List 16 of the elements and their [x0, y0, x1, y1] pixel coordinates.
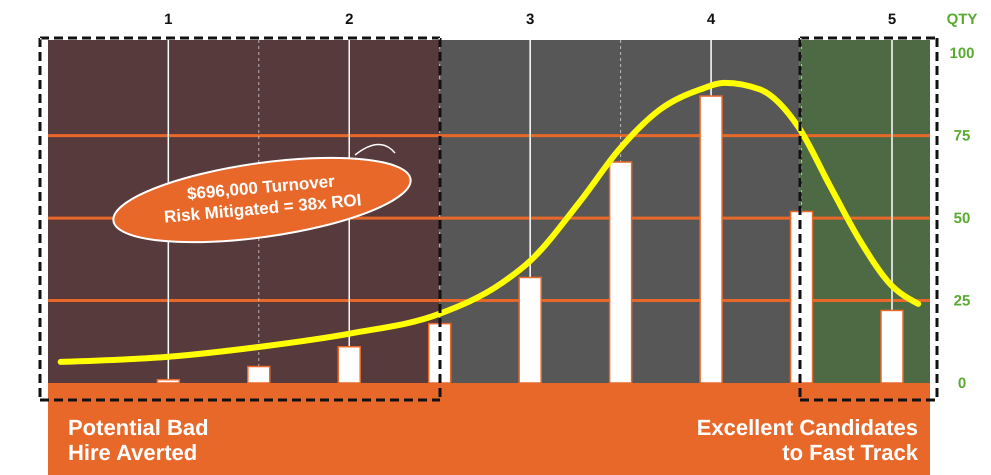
x-tick-label: 3	[526, 11, 534, 28]
y-tick-label: 25	[954, 292, 970, 310]
y-tick-label: 75	[954, 128, 970, 145]
y-tick-label: 0	[958, 375, 966, 392]
y-tick-label: 50	[954, 210, 970, 228]
annotation: $696,000 Turnover Risk Mitigated = 38x ROI	[163, 172, 362, 227]
bar	[428, 322, 452, 384]
bar	[247, 366, 271, 384]
y-axis-title: QTY	[946, 11, 978, 28]
x-tick-label: 2	[345, 11, 354, 28]
x-tick-label: 4	[706, 11, 716, 28]
y-tick-label: 100	[949, 45, 975, 62]
x-tick-label: 1	[164, 11, 172, 28]
x-tick-label: 5	[888, 11, 896, 28]
text: Potential Bad Hire Averted	[68, 415, 209, 465]
text: Excellent Candidates to Fast Track	[696, 415, 919, 465]
